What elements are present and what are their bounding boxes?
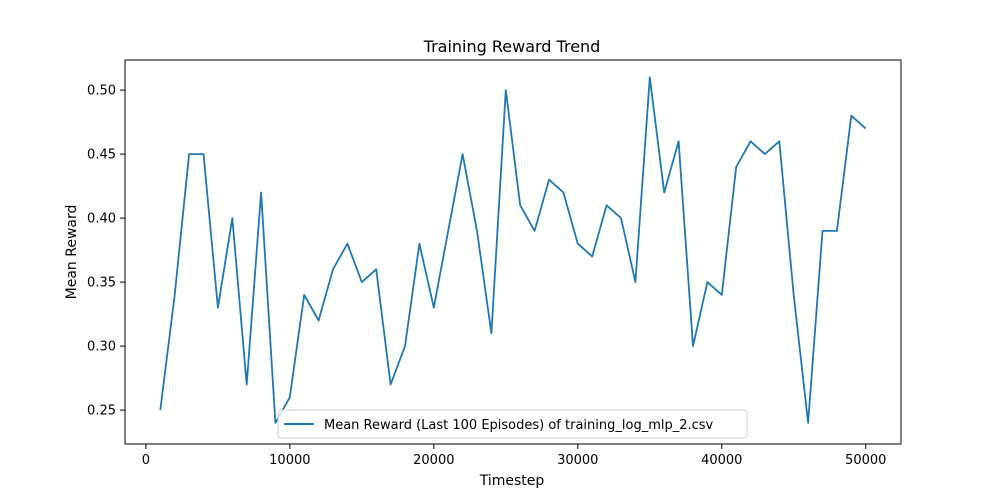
chart-title: Training Reward Trend <box>423 37 601 56</box>
y-tick-label: 0.45 <box>87 148 116 163</box>
y-axis: 0.25 0.30 0.35 0.40 0.45 0.50 <box>87 84 125 419</box>
y-tick-label: 0.50 <box>87 84 116 99</box>
y-tick-label: 0.25 <box>87 404 116 419</box>
legend-label: Mean Reward (Last 100 Episodes) of train… <box>324 418 714 433</box>
x-tick-label: 50000 <box>845 453 886 468</box>
x-tick-label: 10000 <box>269 453 310 468</box>
plot-area <box>125 60 901 444</box>
x-axis-label: Timestep <box>479 473 545 489</box>
plot-frame <box>124 59 902 445</box>
x-axis: 0 10000 20000 30000 40000 50000 <box>142 444 886 468</box>
y-axis-label: Mean Reward <box>64 205 80 300</box>
legend: Mean Reward (Last 100 Episodes) of train… <box>277 409 748 439</box>
y-tick-label: 0.30 <box>87 340 116 355</box>
x-tick-label: 20000 <box>413 453 454 468</box>
y-tick-label: 0.40 <box>87 212 116 227</box>
y-tick-label: 0.35 <box>87 276 116 291</box>
x-tick-label: 30000 <box>557 453 598 468</box>
x-tick-label: 0 <box>142 453 150 468</box>
x-tick-label: 40000 <box>701 453 742 468</box>
legend-box <box>277 409 748 439</box>
